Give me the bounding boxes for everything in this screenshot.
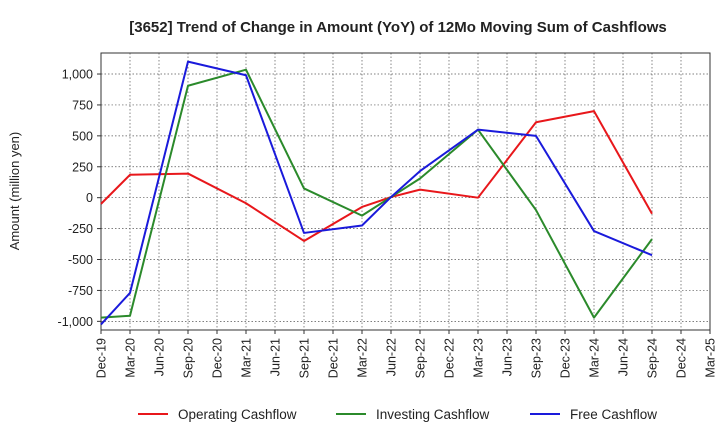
series-line-free-cashflow (100, 60, 653, 326)
x-tick-label: Dec-20 (211, 338, 225, 378)
plot-area (101, 53, 710, 330)
series-line-operating-cashflow (100, 110, 653, 242)
series-lines (100, 60, 653, 326)
y-tick-label: -1,000 (58, 315, 93, 329)
axes: Dec-19 Mar-20 Jun-20 Sep-20 Dec-20 Mar-21 Jun-… (58, 52, 718, 378)
x-tick-label: Sep-20 (182, 338, 196, 378)
x-tick-label: Jun-20 (153, 338, 167, 376)
x-tick-label: Mar-24 (588, 338, 602, 378)
x-tick-label: Jun-23 (501, 338, 515, 376)
plot-border (100, 52, 711, 331)
legend-label-free-cashflow: Free Cashflow (570, 407, 657, 422)
y-tick-label: -250 (68, 222, 93, 236)
x-tick-label: Jun-21 (269, 338, 283, 376)
x-tick-label: Jun-22 (385, 338, 399, 376)
y-tick-label: -750 (68, 284, 93, 298)
series-line-investing-cashflow (100, 68, 653, 319)
y-tick-label: 0 (86, 191, 93, 205)
x-tick-label: Sep-21 (298, 338, 312, 378)
x-tick-label: Mar-20 (124, 338, 138, 378)
y-axis-label: Amount (million yen) (7, 132, 22, 251)
x-tick-label: Mar-21 (240, 338, 254, 378)
y-tick-label: 500 (72, 129, 93, 143)
x-tick-label: Dec-23 (559, 338, 573, 378)
y-tick-label: 1,000 (62, 68, 93, 82)
legend-label-investing-cashflow: Investing Cashflow (376, 407, 490, 422)
x-tick-label: Dec-22 (443, 338, 457, 378)
chart-title: [3652] Trend of Change in Amount (YoY) o… (129, 19, 667, 36)
y-tick-label: -500 (68, 253, 93, 267)
x-tick-label: Sep-24 (646, 338, 660, 378)
y-tick-label: 750 (72, 98, 93, 112)
x-tick-label: Dec-21 (327, 338, 341, 378)
x-tick-label: Jun-24 (617, 338, 631, 376)
grid (100, 53, 711, 330)
legend-label-operating-cashflow: Operating Cashflow (178, 407, 297, 422)
y-tick-label: 250 (72, 160, 93, 174)
x-tick-label: Sep-23 (530, 338, 544, 378)
legend: Operating Cashflow Investing Cashflow Free… (138, 407, 657, 422)
x-tick-label: Sep-22 (414, 338, 428, 378)
x-tick-label: Mar-23 (472, 338, 486, 378)
x-tick-label: Dec-19 (95, 338, 109, 378)
x-tick-label: Mar-22 (356, 338, 370, 378)
x-tick-label: Mar-25 (704, 338, 718, 378)
x-tick-label: Dec-24 (675, 338, 689, 378)
